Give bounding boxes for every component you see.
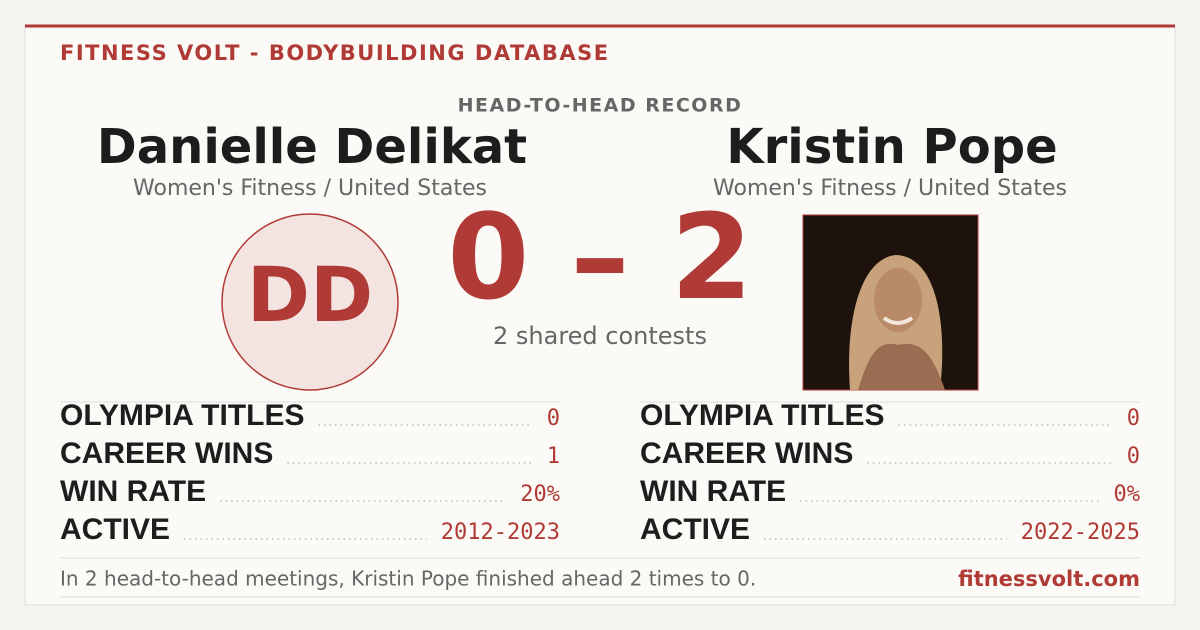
stat-value: 2012-2023 — [441, 520, 560, 545]
stat-label: WIN RATE — [60, 475, 206, 508]
stat-label: WIN RATE — [640, 475, 786, 508]
athlete-division: Women's Fitness / United States — [713, 176, 1067, 201]
stat-value: 0 — [547, 406, 560, 431]
athlete-division: Women's Fitness / United States — [133, 176, 487, 201]
stat-value: 2022-2025 — [1021, 520, 1140, 545]
stat-label: CAREER WINS — [640, 437, 853, 470]
athlete-name: Kristin Pope — [726, 119, 1057, 175]
avatar — [221, 213, 399, 391]
stat-value: 20% — [520, 482, 560, 507]
score-right: 2 — [671, 188, 753, 326]
stat-value: 0 — [1127, 444, 1140, 469]
stat-label: ACTIVE — [60, 513, 170, 546]
score-separator: – — [571, 188, 630, 326]
score-left: 0 — [447, 188, 529, 326]
subtitle: HEAD-TO-HEAD RECORD — [458, 95, 743, 117]
stat-value: 0 — [1127, 406, 1140, 431]
stats: OLYMPIA TITLES 0 CAREER WINS 1 WIN RATE 20% AC… — [60, 399, 1140, 546]
stat-label: OLYMPIA TITLES — [640, 399, 884, 432]
stat-value: 0% — [1114, 482, 1141, 507]
athlete-name: Danielle Delikat — [97, 119, 527, 175]
card-frame — [24, 25, 1176, 606]
stat-label: OLYMPIA TITLES — [60, 399, 304, 432]
summary: In 2 head-to-head meetings, Kristin Pope… — [60, 567, 756, 591]
stat-label: ACTIVE — [640, 513, 750, 546]
stat-label: CAREER WINS — [60, 437, 273, 470]
stat-value: 1 — [547, 444, 560, 469]
brand: FITNESS VOLT - BODYBUILDING DATABASE — [60, 41, 610, 65]
shared-contests: 2 shared contests — [493, 322, 707, 350]
site: fitnessvolt.com — [958, 567, 1140, 591]
score: 0 – 2 — [447, 188, 752, 326]
athlete-photo — [802, 214, 979, 391]
avatar-initials: DD — [247, 250, 373, 339]
